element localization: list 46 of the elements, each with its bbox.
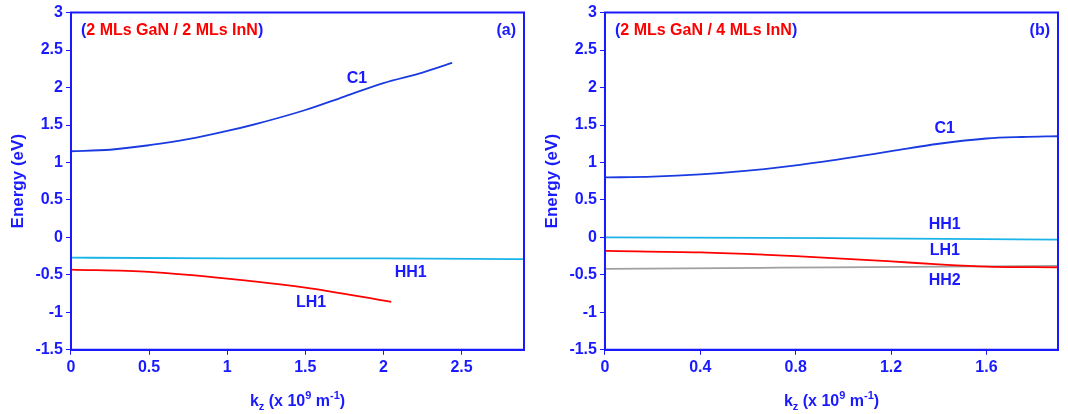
y-tick-label: 2.5 (40, 40, 64, 58)
text: (2 MLs GaN / 4 MLs InN) (614, 21, 798, 39)
y-tick-label: 2.5 (574, 40, 598, 58)
series-label: LH1 (929, 241, 960, 259)
y-tick-label: 2 (54, 77, 64, 95)
y-tick-label: 0 (588, 227, 598, 245)
x-tick-label: 0.4 (689, 357, 712, 375)
x-tick-label: 1 (222, 357, 232, 375)
y-tick-label: 1 (588, 152, 598, 170)
x-tick-label: 0 (600, 357, 610, 375)
x-tick-label: 2 (378, 357, 388, 375)
text: (2 MLs GaN / 2 MLs InN) (80, 21, 264, 39)
line-series (604, 135, 1058, 179)
series-label: HH2 (928, 271, 961, 289)
series-label: HH1 (394, 262, 427, 280)
y-tick-label: 2 (588, 77, 598, 95)
y-tick-label: 3 (588, 3, 598, 21)
x-tick-label: 1.5 (294, 357, 317, 375)
y-tick-label: -1.5 (569, 340, 598, 358)
series-label: HH1 (928, 215, 961, 233)
x-tick-label: 1.6 (975, 357, 998, 375)
x-tick-label: 0.8 (784, 357, 807, 375)
y-tick-label: -0.5 (35, 265, 64, 283)
y-tick-label: 0 (54, 227, 64, 245)
annotation: (b) (1029, 21, 1050, 39)
y-tick-label: 0.5 (574, 190, 598, 208)
y-tick-label: -1.5 (35, 340, 64, 358)
x-tick-label: 0 (66, 357, 76, 375)
y-tick-label: 0.5 (40, 190, 64, 208)
y-axis-title: Energy (eV) (7, 133, 27, 229)
y-axis-title: Energy (eV) (541, 133, 561, 229)
series-label: LH1 (296, 292, 327, 310)
annotation: (a) (496, 21, 516, 39)
y-tick-label: 3 (54, 3, 64, 21)
series-label: C1 (346, 68, 368, 86)
series-label: C1 (934, 119, 956, 137)
y-tick-label: 1.5 (40, 115, 64, 133)
y-tick-label: -1 (48, 302, 64, 320)
y-tick-label: 1.5 (574, 115, 598, 133)
line-series (70, 61, 454, 153)
x-tick-label: 2.5 (450, 357, 473, 375)
y-tick-label: 1 (54, 152, 64, 170)
y-tick-label: -1 (582, 302, 598, 320)
x-tick-label: 0.5 (137, 357, 161, 375)
x-tick-label: 1.2 (879, 357, 903, 375)
y-tick-label: -0.5 (569, 265, 598, 283)
